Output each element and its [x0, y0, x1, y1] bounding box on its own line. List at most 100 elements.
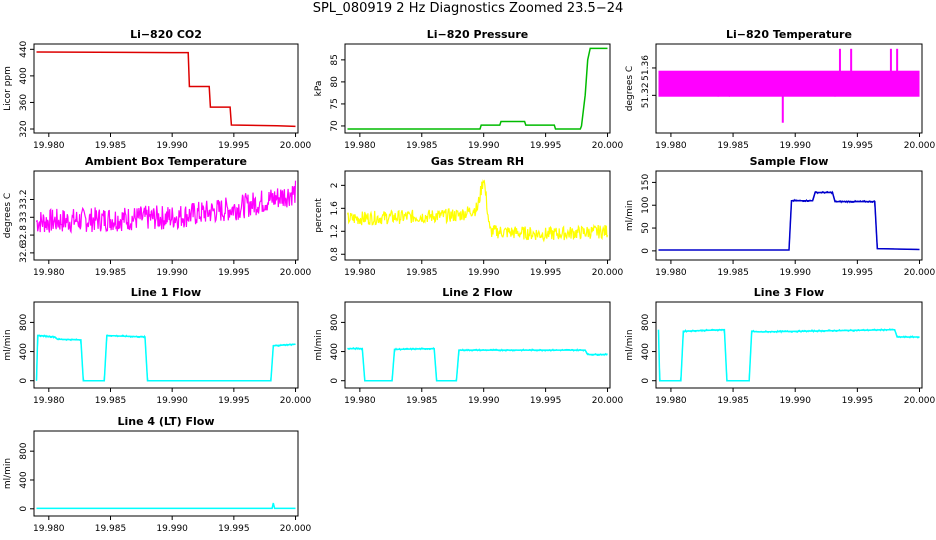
- panel-6: Sample Flow ml/min 0 50 100 150 19.980 19.985 19…: [625, 155, 936, 278]
- plot-frame: [655, 170, 923, 261]
- data-line: [347, 347, 608, 382]
- y-axis-label: percent: [314, 198, 324, 233]
- panel-2: Li−820 Pressure kPa 70 75 80 85 19.980 19.985 19…: [314, 28, 624, 151]
- y-tick-label: 80: [330, 76, 340, 88]
- plot-frame: [33, 170, 299, 261]
- y-tick-label: 51.32: [641, 82, 651, 108]
- x-tick-label: 19.980: [655, 396, 687, 406]
- panel-title: Line 4 (LT) Flow: [118, 415, 215, 428]
- series: [657, 327, 920, 382]
- y-tick-label: 0: [641, 378, 651, 384]
- y-axis-label: ml/min: [3, 329, 13, 360]
- x-tick-label: 20.000: [904, 268, 936, 278]
- x-tick-label: 19.980: [33, 524, 65, 534]
- y-axis-label: Licor ppm: [3, 66, 13, 111]
- y-tick-label: 800: [19, 442, 29, 459]
- x-tick-label: 19.985: [95, 524, 127, 534]
- x-tick-label: 19.985: [717, 268, 749, 278]
- x-tick-label: 19.980: [655, 141, 687, 151]
- data-line: [347, 47, 608, 130]
- series: [35, 334, 296, 382]
- y-tick-label: 32.8: [19, 225, 29, 245]
- y-axis-label: degrees C: [3, 193, 13, 238]
- y-tick-label: 400: [330, 343, 340, 360]
- y-tick-label: 800: [330, 314, 340, 331]
- x-tick-label: 20.000: [592, 268, 624, 278]
- x-tick-label: 19.985: [95, 141, 127, 151]
- data-noise: [347, 346, 608, 382]
- panel-10: Line 4 (LT) Flow ml/min 0 400 800 19.980 19.98…: [3, 415, 312, 534]
- y-tick-label: 100: [641, 196, 651, 213]
- data-line: [346, 179, 609, 243]
- x-tick-label: 19.990: [779, 396, 811, 406]
- plot-frame: [33, 301, 299, 389]
- x-tick-label: 19.990: [468, 141, 500, 151]
- x-tick-label: 19.990: [156, 396, 188, 406]
- y-axis-label: ml/min: [314, 329, 324, 360]
- x-tick-label: 19.980: [655, 268, 687, 278]
- plot-frame: [655, 43, 923, 134]
- y-axis-label: kPa: [314, 81, 324, 97]
- series: [36, 51, 296, 128]
- x-tick-label: 20.000: [280, 141, 312, 151]
- y-tick-label: 0: [19, 506, 29, 512]
- panel-9: Line 3 Flow ml/min 0 400 800 19.980 19.985 19.9…: [625, 286, 936, 406]
- y-tick-label: 50: [641, 222, 651, 234]
- y-tick-label: 0: [641, 248, 651, 254]
- data-band: [658, 70, 920, 97]
- panel-title: Li−820 Temperature: [726, 28, 852, 41]
- x-tick-label: 19.980: [344, 268, 376, 278]
- x-tick-label: 19.980: [33, 268, 65, 278]
- y-tick-label: 51.36: [641, 55, 651, 81]
- x-tick-label: 19.990: [156, 524, 188, 534]
- x-tick-label: 19.995: [842, 396, 874, 406]
- y-tick-label: 440: [19, 40, 29, 57]
- series: [35, 180, 297, 234]
- y-tick-label: 320: [19, 120, 29, 137]
- x-tick-label: 19.995: [218, 524, 250, 534]
- panel-title: Gas Stream RH: [431, 155, 524, 168]
- series: [658, 48, 920, 123]
- x-tick-label: 19.985: [406, 141, 438, 151]
- x-tick-label: 19.995: [218, 141, 250, 151]
- x-tick-label: 19.990: [468, 396, 500, 406]
- x-tick-label: 20.000: [904, 396, 936, 406]
- y-tick-label: 800: [641, 314, 651, 331]
- data-noise: [36, 334, 296, 382]
- y-tick-label: 0.8: [330, 247, 340, 262]
- x-tick-label: 19.980: [344, 396, 376, 406]
- panel-7: Line 1 Flow ml/min 0 400 800 19.980 19.985 19.9…: [3, 286, 312, 406]
- panel-title: Li−820 CO2: [130, 28, 202, 41]
- y-axis-label: ml/min: [3, 458, 13, 489]
- x-tick-label: 19.985: [717, 141, 749, 151]
- data-line: [657, 328, 920, 382]
- x-tick-label: 20.000: [280, 268, 312, 278]
- y-tick-label: 1.6: [330, 201, 340, 216]
- x-tick-label: 19.995: [218, 268, 250, 278]
- x-tick-label: 19.985: [95, 268, 127, 278]
- data-line: [35, 180, 297, 234]
- x-tick-label: 19.990: [156, 268, 188, 278]
- data-noise: [658, 190, 920, 251]
- series: [36, 502, 296, 510]
- x-tick-label: 19.995: [218, 396, 250, 406]
- x-tick-label: 19.990: [468, 268, 500, 278]
- x-tick-label: 19.990: [156, 141, 188, 151]
- series: [347, 346, 608, 382]
- x-tick-label: 19.985: [95, 396, 127, 406]
- data-noise: [658, 327, 920, 382]
- y-tick-label: 0: [330, 378, 340, 384]
- x-tick-label: 19.990: [779, 141, 811, 151]
- y-tick-label: 33: [19, 212, 29, 223]
- y-tick-label: 33.2: [19, 189, 29, 209]
- panel-5: Gas Stream RH percent 0.8 1.2 1.6 2 19.980 19.9…: [314, 155, 624, 278]
- series: [347, 47, 608, 130]
- plot-frame: [33, 430, 299, 517]
- panel-title: Line 2 Flow: [442, 286, 512, 299]
- data-line: [35, 334, 296, 382]
- x-tick-label: 19.995: [842, 268, 874, 278]
- y-tick-label: 400: [19, 343, 29, 360]
- x-tick-label: 19.985: [717, 396, 749, 406]
- y-tick-label: 32.6: [19, 243, 29, 263]
